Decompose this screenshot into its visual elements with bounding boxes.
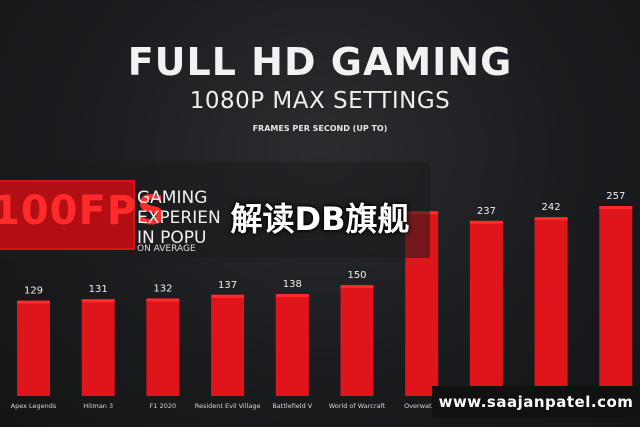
bar-top-highlight <box>275 294 309 298</box>
bar-top-highlight <box>211 294 245 298</box>
bar-series-8 <box>469 220 503 396</box>
bar-value-label: 137 <box>218 280 237 291</box>
bar-world-of-warcraft <box>340 285 374 396</box>
bar-value-label: 237 <box>477 206 496 217</box>
category-label: World of Warcraft <box>329 402 386 410</box>
banner-fps-box <box>0 180 135 250</box>
category-label: Overwatch <box>404 402 439 410</box>
banner-average: ON AVERAGE <box>137 244 196 254</box>
overlay-caption: 解读DB旗舰 <box>230 200 410 238</box>
bar-value-label: 257 <box>606 191 625 202</box>
bar-top-highlight <box>599 206 633 210</box>
bar-battlefield-v <box>275 294 309 396</box>
bar-value-label: 242 <box>542 202 561 213</box>
page-title: FULL HD GAMING <box>127 40 513 84</box>
bar-top-highlight <box>81 299 115 303</box>
bar-value-label: 138 <box>283 279 302 290</box>
category-label: Battlefield V <box>272 402 312 410</box>
banner-fps-text: 100FPS <box>0 188 167 234</box>
bar-value-label: 132 <box>153 283 172 294</box>
bar-top-highlight <box>534 217 568 221</box>
chart-caption: FRAMES PER SECOND (UP TO) <box>252 124 388 133</box>
banner-description: GAMING EXPERIEN IN POPU <box>137 188 327 248</box>
bar-resident-evil-village <box>211 294 245 396</box>
promo-banner: 100FPS GAMING EXPERIEN IN POPU ON AVERAG… <box>0 162 430 258</box>
bar-top-highlight <box>340 285 374 289</box>
banner-line-2: EXPERIEN <box>137 208 221 228</box>
bar-apex-legends <box>17 300 50 396</box>
bar-f1-2020 <box>146 298 180 396</box>
category-label: Hitman 3 <box>83 402 113 410</box>
bar-value-label: 150 <box>347 270 366 281</box>
category-label: Resident Evil Village <box>195 402 261 410</box>
bar-value-label: 129 <box>24 286 43 297</box>
bar-top-highlight <box>17 300 50 304</box>
bar-series-10 <box>599 206 633 396</box>
bar-value-label: 131 <box>89 284 108 295</box>
banner-line-1: GAMING <box>137 188 208 208</box>
bar-series-9 <box>534 217 568 396</box>
banner-line-3: IN POPU <box>137 228 207 248</box>
watermark: www.saajanpatel.com <box>432 386 640 418</box>
bar-top-highlight <box>146 298 180 302</box>
bar-top-highlight <box>469 220 503 224</box>
category-label: Apex Legends <box>11 402 57 410</box>
bar-hitman-3 <box>81 299 115 396</box>
category-label: F1 2020 <box>150 402 176 410</box>
page-subtitle: 1080P MAX SETTINGS <box>189 88 451 114</box>
